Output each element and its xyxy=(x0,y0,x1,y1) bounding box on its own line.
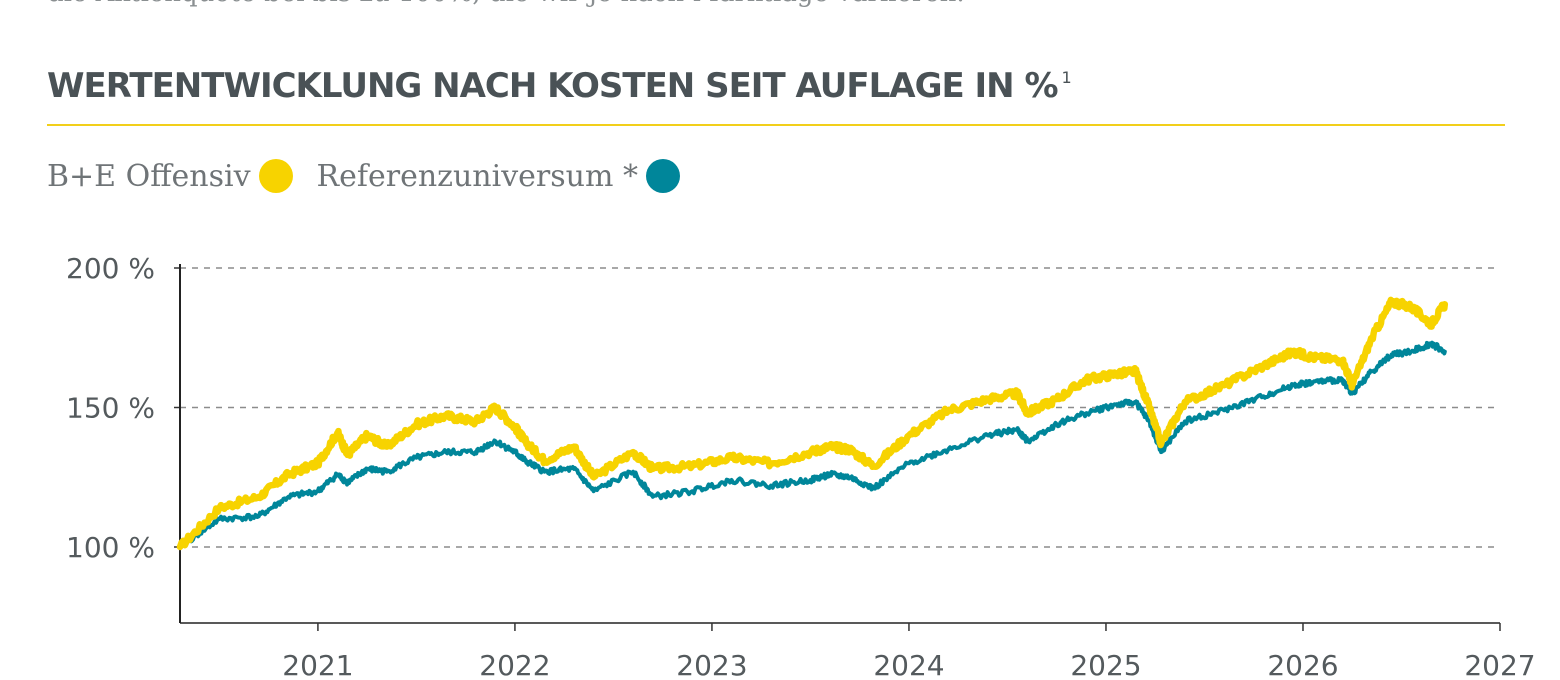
chart-title-text: WERTENTWICKLUNG NACH KOSTEN SEIT AUFLAGE… xyxy=(47,66,1059,106)
x-tick-label-2023: 2023 xyxy=(676,649,747,680)
chart-legend: B+E Offensiv Referenzuniversum * xyxy=(47,154,704,198)
legend-label-fund: B+E Offensiv xyxy=(47,158,251,194)
series-line-reference xyxy=(178,340,1447,549)
line-chart: 200 % 150 % 100 % 2021 2022 2023 2024 2025 2026 2… xyxy=(66,252,1536,680)
series-line-fund xyxy=(176,296,1449,551)
chart-title: WERTENTWICKLUNG NACH KOSTEN SEIT AUFLAGE… xyxy=(47,66,1072,106)
legend-swatch-reference xyxy=(645,159,680,193)
legend-item-reference: Referenzuniversum * xyxy=(317,159,680,194)
x-tick-label-2025: 2025 xyxy=(1070,649,1141,680)
x-tick-label-2027: 2027 xyxy=(1464,649,1535,680)
legend-item-fund: B+E Offensiv xyxy=(47,159,293,194)
y-tick-label-100: 100 % xyxy=(66,531,155,564)
y-tick-label-200: 200 % xyxy=(66,252,155,285)
legend-label-reference: Referenzuniversum * xyxy=(316,158,638,194)
x-tick-label-2022: 2022 xyxy=(479,649,550,680)
y-tick-label-150: 150 % xyxy=(66,392,155,425)
intro-text: die Aktienquote bei bis zu 100%, die wir… xyxy=(47,0,965,8)
x-tick-label-2024: 2024 xyxy=(873,649,944,680)
chart-title-footnote: 1 xyxy=(1061,68,1072,87)
x-tick-label-2026: 2026 xyxy=(1267,649,1338,680)
title-divider xyxy=(47,124,1505,126)
x-tick-label-2021: 2021 xyxy=(282,649,353,680)
legend-swatch-fund xyxy=(258,159,293,193)
